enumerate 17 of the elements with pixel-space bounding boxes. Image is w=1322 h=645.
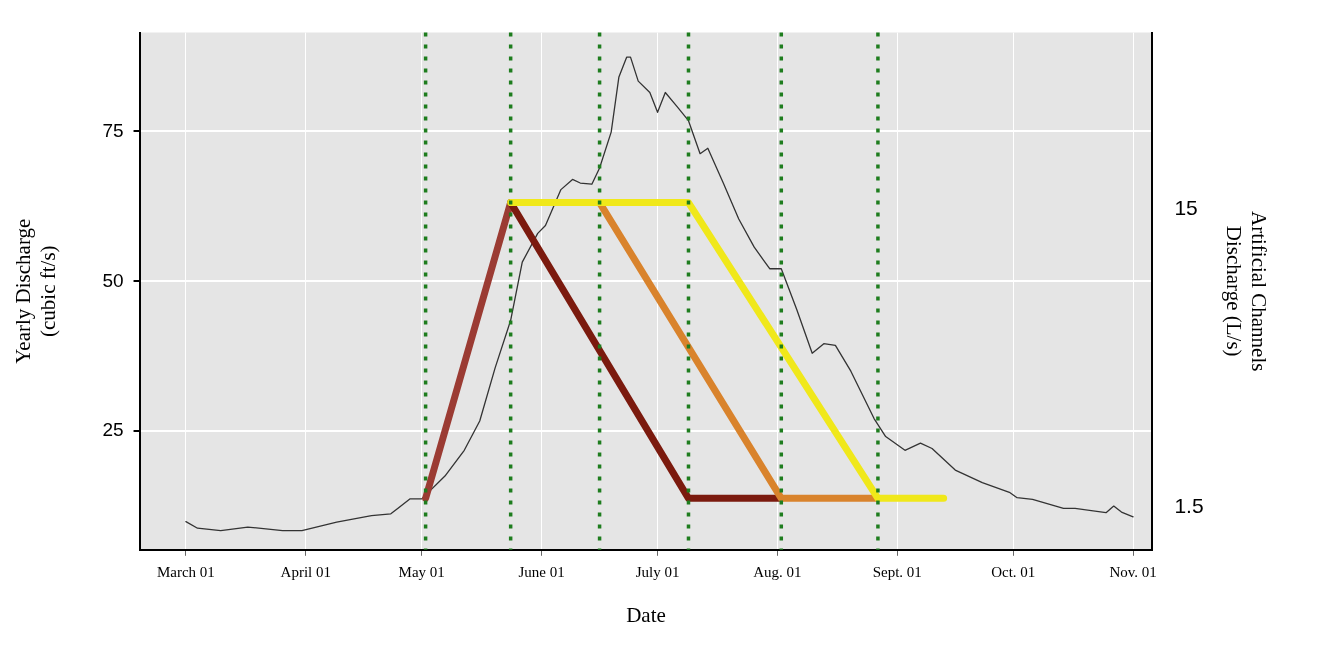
x-tick-label: Nov. 01 bbox=[1109, 563, 1157, 580]
y-tick-label: 25 bbox=[102, 419, 124, 441]
x-axis-title: Date bbox=[626, 602, 666, 627]
y-tick-label: 75 bbox=[102, 119, 124, 141]
x-tick-label: Sept. 01 bbox=[872, 563, 922, 580]
x-tick-label: June 01 bbox=[518, 563, 565, 580]
y-tick-label: 50 bbox=[102, 269, 124, 291]
y2-tick-label: 1.5 bbox=[1174, 493, 1204, 517]
x-tick-label: July 01 bbox=[635, 563, 680, 580]
x-tick-label: May 01 bbox=[398, 563, 445, 580]
y-axis-title: Yearly Discharge (cubic ft/s) bbox=[11, 218, 61, 364]
x-tick-label: March 01 bbox=[156, 563, 215, 580]
y2-axis-title: Artificial Channels Discharge (L/s) bbox=[1221, 211, 1271, 372]
y2-tick-label: 15 bbox=[1174, 195, 1198, 219]
x-tick-label: Oct. 01 bbox=[991, 563, 1036, 580]
x-tick-label: April 01 bbox=[280, 563, 331, 580]
x-tick-label: Aug. 01 bbox=[753, 563, 802, 580]
